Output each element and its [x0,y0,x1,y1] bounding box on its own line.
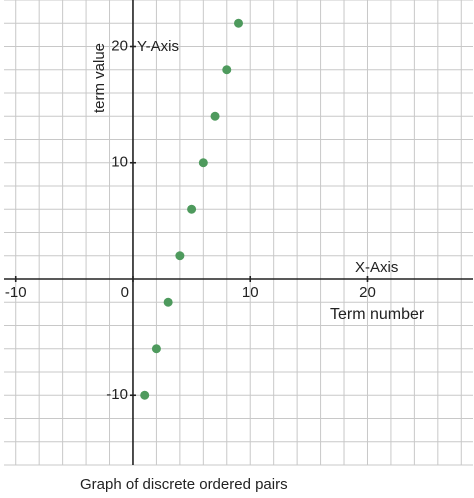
point [210,111,220,121]
chart-title: Graph of discrete ordered pairs [80,476,288,493]
y-label: term value [91,43,108,113]
x-axis-name: X-Axis [355,259,398,276]
y-axis-name: Y-Axis [137,38,179,55]
y-tick-label: 20 [111,37,128,54]
point [234,18,243,28]
point [140,390,150,400]
y-tick-label: 10 [111,154,128,171]
x-tick-label: 10 [242,284,259,301]
point [175,251,185,261]
y-tick-label: -10 [106,386,128,403]
x-tick-label: 0 [121,284,129,301]
point [151,344,161,354]
x-label: Term number [330,306,425,323]
point [222,65,232,75]
grid [4,0,473,466]
point [198,158,208,168]
point [187,204,197,214]
x-tick-label: -10 [5,284,27,301]
point [163,297,173,307]
x-tick-label: 20 [359,284,376,301]
